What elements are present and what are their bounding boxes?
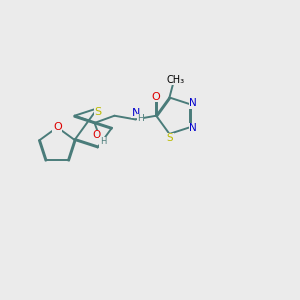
- Text: N: N: [189, 98, 197, 108]
- Text: H: H: [100, 137, 106, 146]
- Text: CH₃: CH₃: [166, 75, 184, 85]
- Text: O: O: [53, 122, 62, 132]
- Text: N: N: [189, 123, 197, 134]
- Text: N: N: [132, 108, 140, 118]
- Text: H: H: [137, 114, 144, 123]
- Text: S: S: [94, 107, 101, 117]
- Text: O: O: [152, 92, 161, 102]
- Text: O: O: [93, 130, 101, 140]
- Text: S: S: [167, 133, 173, 143]
